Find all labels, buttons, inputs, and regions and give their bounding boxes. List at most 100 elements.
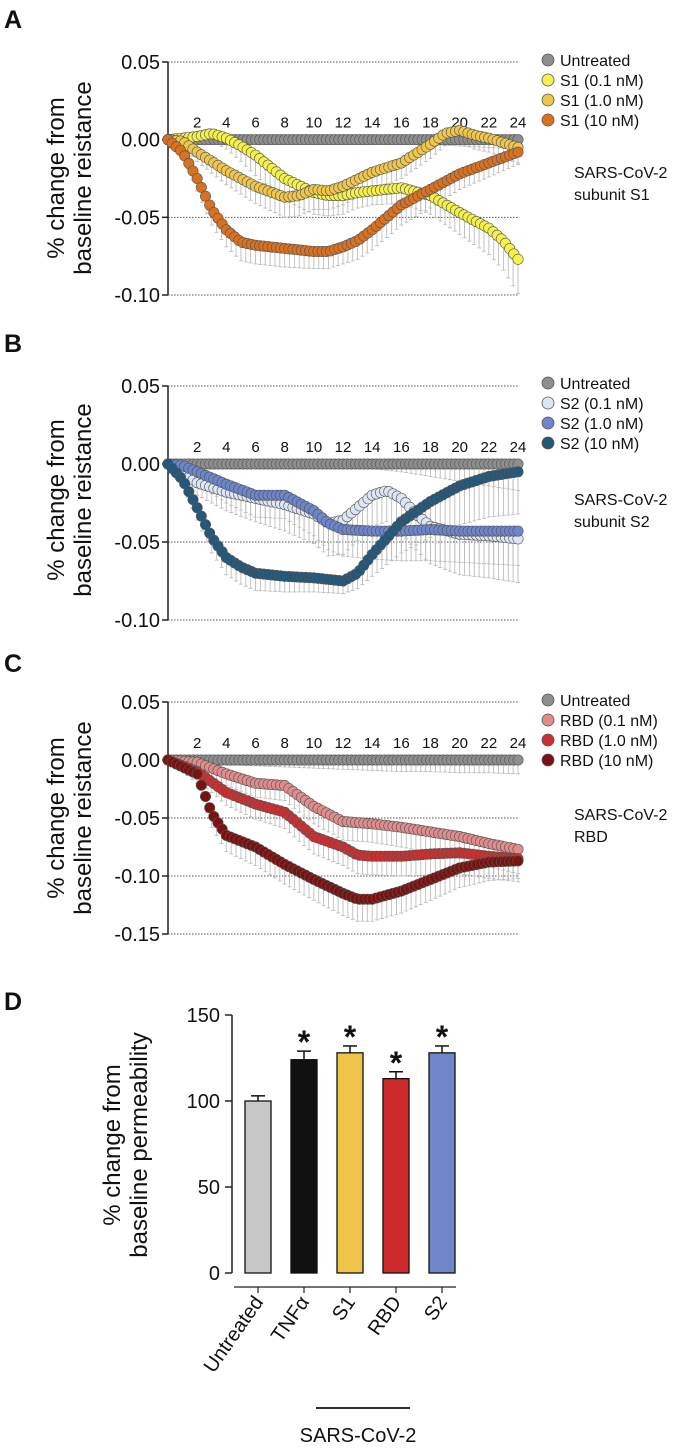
- panel-letter: B: [4, 330, 22, 358]
- group-label: SARS-CoV-2: [300, 1425, 417, 1447]
- legend-label: RBD (1.0 nM): [560, 733, 658, 750]
- annotation-line: subunit S1: [574, 187, 650, 204]
- x-tick-label: 10: [305, 115, 322, 132]
- legend-marker: [541, 113, 555, 127]
- legend-label: RBD (10 nM): [560, 753, 653, 770]
- series-1: [162, 128, 524, 265]
- legend-label: Untreated: [560, 693, 630, 710]
- panel-d: D % change frombaseline permeability 150 10…: [4, 988, 456, 1447]
- x-tick-label: 16: [393, 115, 410, 132]
- significance-star: *: [436, 1019, 449, 1055]
- y-tick-label: -0.10: [114, 866, 160, 888]
- x-tick-label: 22: [480, 735, 497, 752]
- y-tick-label: 50: [198, 1177, 220, 1199]
- y-axis-label-line: baseline reistance: [70, 403, 97, 596]
- x-tick-label: 6: [251, 439, 259, 456]
- y-axis-label-line: % change from: [99, 1064, 126, 1225]
- y-tick-label: 0.05: [121, 376, 160, 398]
- data-point: [200, 790, 212, 802]
- data-point: [195, 181, 207, 193]
- significance-star: *: [298, 1024, 311, 1060]
- y-tick-label: -0.05: [114, 532, 160, 554]
- y-axis-label: % change frombaseline reistance: [43, 81, 97, 274]
- x-tick-label: 16: [393, 735, 410, 752]
- x-tick-label: 24: [510, 735, 527, 752]
- category-label: RBD: [364, 1292, 406, 1339]
- legend-marker: [541, 396, 555, 410]
- annotation-line: SARS-CoV-2: [574, 807, 667, 824]
- legend-marker: [541, 93, 555, 107]
- legend-marker: [541, 753, 555, 767]
- series-1: [162, 754, 524, 855]
- y-tick-label: -0.05: [114, 207, 160, 229]
- legend-label: Untreated: [560, 53, 630, 70]
- significance-star: *: [344, 1019, 357, 1055]
- x-tick-label: 16: [393, 439, 410, 456]
- series-3: [162, 754, 524, 905]
- x-tick-label: 2: [193, 115, 201, 132]
- bar-3: [382, 1077, 410, 1274]
- x-tick-label: 8: [280, 735, 288, 752]
- legend-marker: [541, 693, 555, 707]
- category-label: Untreated: [200, 1292, 268, 1377]
- x-tick-label: 10: [305, 735, 322, 752]
- annotation-line: SARS-CoV-2: [574, 492, 667, 509]
- legend-marker: [541, 733, 555, 747]
- series-0: [162, 458, 524, 470]
- legend-marker: [541, 73, 555, 87]
- x-tick-label: 2: [193, 735, 201, 752]
- significance-star: *: [390, 1045, 403, 1081]
- legend-marker: [541, 376, 555, 390]
- x-tick-label: 18: [422, 735, 439, 752]
- panel-letter: C: [4, 650, 22, 678]
- x-tick-label: 6: [251, 735, 259, 752]
- series-0: [162, 754, 524, 766]
- data-point: [512, 754, 524, 766]
- x-tick-label: 22: [480, 439, 497, 456]
- y-axis-label-line: % change from: [43, 737, 70, 898]
- category-label: S2: [420, 1292, 452, 1325]
- x-tick-label: 8: [280, 439, 288, 456]
- data-point: [512, 855, 524, 867]
- y-tick-label: 0.00: [121, 130, 160, 152]
- panel-b: B % change frombaseline reistance 0.05 0.00…: [4, 330, 667, 632]
- y-tick-label: 100: [187, 1091, 220, 1113]
- data-point: [191, 768, 203, 780]
- legend-label: RBD (0.1 nM): [560, 713, 658, 730]
- legend-label: S2 (1.0 nM): [560, 416, 644, 433]
- x-tick-label: 14: [364, 735, 381, 752]
- x-tick-label: 10: [305, 439, 322, 456]
- data-point: [512, 253, 524, 265]
- data-point: [191, 173, 203, 185]
- data-point: [512, 146, 524, 158]
- legend-label: S2 (0.1 nM): [560, 396, 644, 413]
- y-tick-label: -0.10: [114, 610, 160, 632]
- x-tick-label: 4: [222, 115, 230, 132]
- data-point: [512, 525, 524, 537]
- series-2: [162, 124, 524, 203]
- legend-label: Untreated: [560, 376, 630, 393]
- y-axis-label: % change frombaseline permeability: [99, 1032, 153, 1257]
- y-tick-label: 0.05: [121, 692, 160, 714]
- x-tick-label: 18: [422, 115, 439, 132]
- x-tick-label: 24: [510, 439, 527, 456]
- x-tick-label: 12: [335, 735, 352, 752]
- x-tick-label: 18: [422, 439, 439, 456]
- series-3: [162, 458, 524, 587]
- error-bars-3: [170, 469, 520, 594]
- data-point: [195, 779, 207, 791]
- bar-4: [428, 1052, 456, 1274]
- x-tick-label: 20: [451, 735, 468, 752]
- y-tick-label: 0.00: [121, 454, 160, 476]
- annotation-line: SARS-CoV-2: [574, 165, 667, 182]
- category-label: TNFα: [267, 1292, 314, 1346]
- panel-a: A % change frombaseline reistance 0.05 0.00…: [4, 6, 667, 307]
- bar-1: [290, 1059, 318, 1274]
- y-tick-label: 150: [187, 1005, 220, 1027]
- data-point: [200, 190, 212, 202]
- legend-marker: [541, 53, 555, 67]
- bar-2: [336, 1052, 364, 1274]
- legend-marker: [541, 436, 555, 450]
- legend-label: S1 (1.0 nM): [560, 93, 644, 110]
- x-tick-label: 20: [451, 439, 468, 456]
